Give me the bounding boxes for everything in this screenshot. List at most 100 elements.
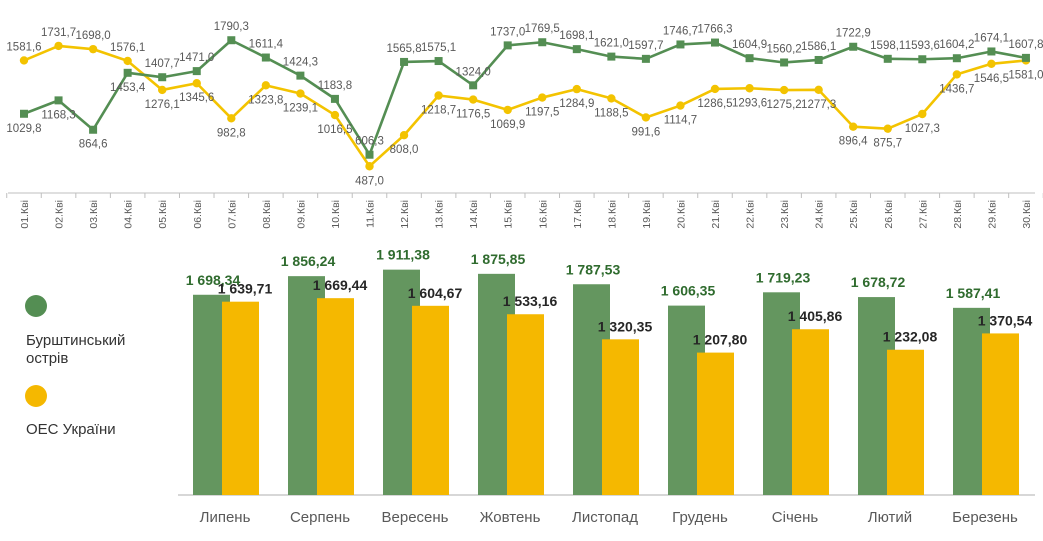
data-label-oes: 1581,0 <box>1008 69 1043 81</box>
category-label: Лютий <box>868 509 912 526</box>
data-label-oes: 1069,9 <box>490 119 525 131</box>
data-point-burshtyn <box>434 57 443 66</box>
legend-item-oes: ОЕС України <box>18 365 178 438</box>
data-label-burshtyn: 1621,0 <box>594 38 629 50</box>
bar-label-oes: 1 604,67 <box>408 285 463 301</box>
data-label-burshtyn: 1593,6 <box>905 40 940 52</box>
data-label-oes: 875,7 <box>873 138 902 150</box>
data-point-oes <box>538 93 547 102</box>
data-point-burshtyn <box>676 40 685 49</box>
series-line-burshtyn <box>23 38 1027 157</box>
bar-oes <box>792 329 829 495</box>
data-point-burshtyn <box>365 150 374 159</box>
x-tick-label: 17.Кві <box>572 200 584 229</box>
data-point-oes <box>710 84 720 94</box>
x-tick-label: 01.Кві <box>19 200 31 229</box>
x-tick-label: 07.Кві <box>226 200 238 229</box>
data-label-oes: 1576,1 <box>110 42 145 54</box>
data-point-burshtyn <box>711 38 719 47</box>
data-point-burshtyn <box>261 53 270 62</box>
data-point-oes <box>54 41 63 51</box>
data-point-burshtyn <box>883 54 892 63</box>
category-label: Січень <box>772 509 819 526</box>
bar-label-oes: 1 533,16 <box>503 293 558 309</box>
data-label-oes: 1114,7 <box>664 115 697 127</box>
bar-label-oes: 1 639,71 <box>218 281 273 297</box>
data-label-oes: 1293,6 <box>732 97 767 109</box>
data-label-burshtyn: 1424,3 <box>283 57 318 69</box>
data-point-oes <box>330 110 340 120</box>
data-label-oes: 1436,7 <box>939 83 974 95</box>
data-label-oes: 1218,7 <box>421 105 456 117</box>
data-point-burshtyn <box>918 55 927 64</box>
data-point-burshtyn <box>745 54 754 63</box>
x-tick-label: 11.Кві <box>365 200 377 228</box>
data-point-oes <box>399 131 409 140</box>
x-tick-label: 28.Кві <box>952 200 964 229</box>
data-point-oes <box>192 79 201 88</box>
bar-label-burshtyn: 1 787,53 <box>566 261 621 277</box>
bar-oes <box>317 298 354 495</box>
data-point-oes <box>641 113 651 122</box>
x-tick-label: 18.Кві <box>606 200 618 229</box>
bar-label-burshtyn: 1 587,41 <box>946 285 1001 301</box>
bar-label-burshtyn: 1 698,34 <box>186 272 241 288</box>
data-point-oes <box>814 85 823 95</box>
data-label-burshtyn: 1607,8 <box>1008 39 1043 51</box>
data-point-burshtyn <box>607 52 616 61</box>
data-label-oes: 1323,8 <box>248 94 283 106</box>
data-point-oes <box>503 105 512 115</box>
data-label-oes: 808,0 <box>390 144 419 156</box>
data-label-burshtyn: 1611,4 <box>249 39 284 51</box>
data-label-burshtyn: 1324,0 <box>456 66 491 78</box>
x-tick-label: 15.Кві <box>503 200 515 229</box>
monthly-bar-chart: 1 698,341 639,71 Липень 1 856,24 1 669,44 Се… <box>178 247 1035 526</box>
data-label-oes: 896,4 <box>839 136 868 148</box>
x-tick-label: 06.Кві <box>192 200 204 229</box>
bar-label-oes: 1 320,35 <box>598 318 653 334</box>
data-label-oes: 1286,5 <box>697 98 732 110</box>
data-label-oes: 1027,3 <box>905 123 940 135</box>
x-tick-label: 19.Кві <box>641 200 653 229</box>
category-label: Вересень <box>382 509 449 526</box>
data-point-burshtyn <box>192 67 201 76</box>
legend-label-line2: острів <box>26 350 69 367</box>
legend-yellow-dot-icon <box>25 385 47 407</box>
data-label-burshtyn: 864,6 <box>79 139 108 151</box>
data-label-burshtyn: 1790,3 <box>214 21 249 33</box>
data-label-burshtyn: 1471,0 <box>179 52 214 64</box>
x-tick-label: 05.Кві <box>157 200 169 229</box>
data-point-oes <box>227 114 236 123</box>
x-tick-label: 27.Кві <box>917 200 929 229</box>
data-point-burshtyn <box>1021 53 1030 62</box>
data-label-oes: 1345,6 <box>179 92 214 104</box>
data-label-oes: 1698,0 <box>76 30 111 42</box>
x-tick-label: 22.Кві <box>745 200 757 229</box>
data-label-burshtyn: 1766,3 <box>697 24 732 36</box>
data-label-oes: 1176,5 <box>456 109 490 121</box>
x-tick-label: 29.Кві <box>986 200 998 229</box>
x-tick-label: 23.Кві <box>779 200 791 229</box>
category-label: Серпень <box>290 509 350 526</box>
data-label-burshtyn: 1746,7 <box>663 25 698 37</box>
data-point-burshtyn <box>952 54 961 63</box>
data-point-oes <box>296 89 305 98</box>
bar-label-burshtyn: 1 606,35 <box>661 283 716 299</box>
data-label-burshtyn: 1597,7 <box>628 40 663 52</box>
x-tick-label: 26.Кві <box>883 200 895 229</box>
x-tick-label: 12.Кві <box>399 200 411 229</box>
data-point-oes <box>19 56 29 65</box>
data-label-burshtyn: 1598,1 <box>870 40 905 52</box>
data-point-oes <box>918 109 927 119</box>
bar-oes <box>602 339 639 495</box>
data-point-burshtyn <box>641 54 650 63</box>
bar-oes <box>697 352 734 495</box>
x-tick-label: 13.Кві <box>434 200 446 229</box>
data-point-oes <box>365 162 374 171</box>
data-point-oes <box>987 59 996 69</box>
legend-label-line1: ОЕС України <box>26 421 116 438</box>
data-point-burshtyn <box>89 125 98 134</box>
data-label-burshtyn: 1674,1 <box>974 32 1009 44</box>
data-point-burshtyn <box>158 73 167 82</box>
